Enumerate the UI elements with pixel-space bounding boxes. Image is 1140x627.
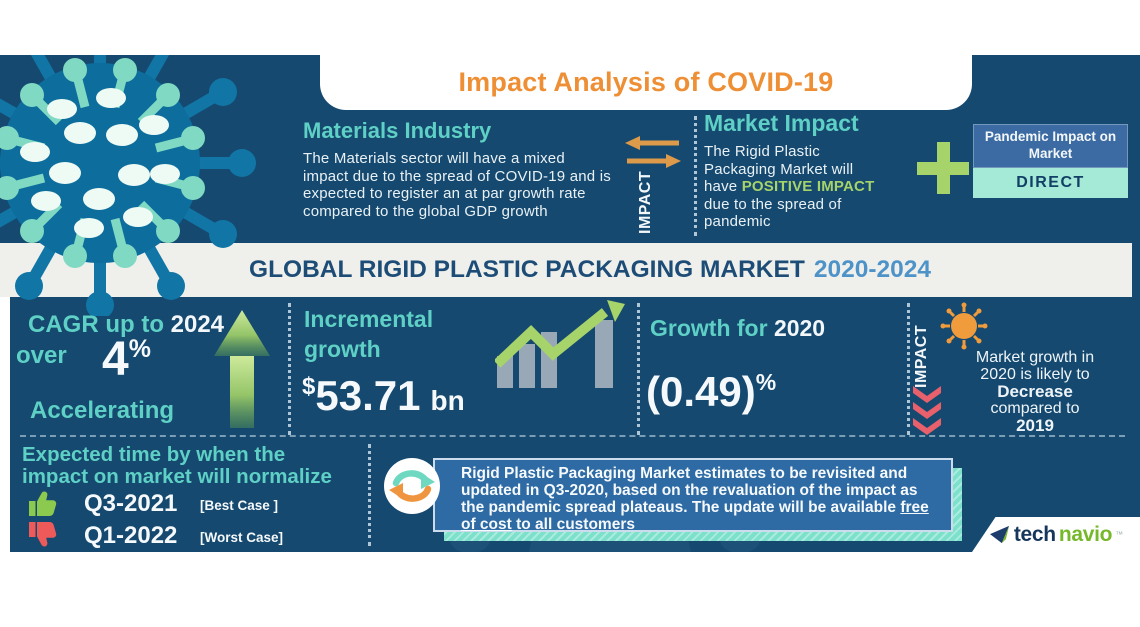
banner-title: Impact Analysis of COVID-19 xyxy=(458,67,834,97)
incremental-growth-label-1: Incremental xyxy=(304,306,434,332)
double-arrow-icon xyxy=(625,136,681,168)
normalization-divider xyxy=(368,444,371,546)
cagr-label: CAGR up to 2024 xyxy=(28,311,225,338)
chevrons-down-icon xyxy=(913,386,941,435)
refresh-icon xyxy=(384,458,440,514)
large-coronavirus-icon xyxy=(0,55,256,316)
header-divider xyxy=(694,116,697,236)
plus-icon xyxy=(917,142,969,194)
materials-industry-body: The Materials sector will have a mixed i… xyxy=(303,150,611,220)
positive-impact-highlight: POSITIVE IMPACT xyxy=(741,178,875,195)
market-title-years: 2020-2024 xyxy=(813,256,931,283)
materials-industry-heading: Materials Industry xyxy=(303,118,492,143)
thumbs-up-icon xyxy=(29,491,57,516)
free-of-cost-underline: free of cost xyxy=(461,499,929,533)
cagr-momentum: Accelerating xyxy=(30,397,175,424)
impact-axis-label-2: IMPACT xyxy=(913,324,930,388)
growth-2020-label: Growth for 2020 xyxy=(650,315,826,341)
growth-chart-icon xyxy=(495,300,625,388)
market-title-band xyxy=(0,243,1132,297)
incremental-growth-label-2: growth xyxy=(304,336,381,362)
logo-text-navio: navio xyxy=(1058,522,1113,546)
impact-2020-text: Market growth in 2020 is likely to Decre… xyxy=(975,349,1095,435)
normalization-heading-1: Expected time by when the xyxy=(22,443,286,466)
technavio-arrow-icon xyxy=(989,525,1009,543)
growth-2020-value: (0.49)% xyxy=(646,368,777,415)
best-case-value: Q3-2021 xyxy=(84,490,178,517)
stats-horizontal-divider xyxy=(20,435,1125,437)
market-title-text: GLOBAL RIGID PLASTIC PACKAGING MARKET xyxy=(249,256,805,283)
stats-divider-3 xyxy=(907,303,910,435)
market-impact-body-prefix: The Rigid Plastic Packaging Market will … xyxy=(704,143,854,195)
band-right-edge xyxy=(1132,243,1140,297)
up-arrow-icon xyxy=(214,310,270,428)
stats-divider-1 xyxy=(288,303,291,435)
revision-note: Rigid Plastic Packaging Market estimates… xyxy=(433,458,953,533)
logo-trademark: ™ xyxy=(1115,530,1124,539)
banner: Impact Analysis of COVID-19 xyxy=(320,0,972,110)
incremental-growth-value: $53.71 bn xyxy=(302,372,465,419)
market-title: GLOBAL RIGID PLASTIC PACKAGING MARKET 20… xyxy=(90,243,1090,297)
best-case-label: [Best Case ] xyxy=(200,498,279,513)
worst-case-label: [Worst Case] xyxy=(200,530,284,545)
technavio-logo: tech navio ™ xyxy=(972,517,1140,552)
pandemic-impact-value: DIRECT xyxy=(973,167,1128,198)
cagr-qualifier: over xyxy=(16,342,67,369)
pandemic-impact-panel: Pandemic Impact on Market DIRECT xyxy=(973,124,1128,198)
logo-text-tech: tech xyxy=(1013,522,1056,546)
market-impact-body: The Rigid Plastic Packaging Market will … xyxy=(704,143,879,231)
market-impact-body-suffix: due to the spread of pandemic xyxy=(704,195,842,231)
orange-coronavirus-icon xyxy=(940,302,988,350)
impact-axis-label: IMPACT xyxy=(637,170,654,234)
stats-divider-2 xyxy=(637,303,640,435)
thumbs-down-icon xyxy=(29,522,57,547)
normalization-heading-2: impact on market will normalize xyxy=(22,465,332,488)
worst-case-value: Q1-2022 xyxy=(84,522,178,549)
cagr-value: 4% xyxy=(102,333,151,386)
market-impact-heading: Market Impact xyxy=(704,110,859,136)
pandemic-impact-title: Pandemic Impact on Market xyxy=(973,124,1128,168)
